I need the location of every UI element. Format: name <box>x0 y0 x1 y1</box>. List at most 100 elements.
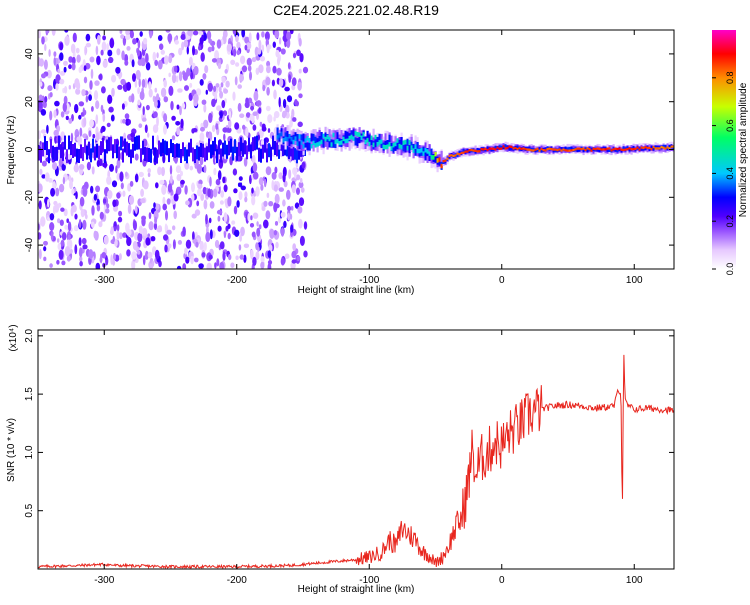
noise-speckle <box>80 208 85 218</box>
spectrogram-x-tick-label: -200 <box>227 275 247 286</box>
noise-speckle <box>160 87 167 98</box>
noise-speckle <box>83 109 87 116</box>
noise-speckle <box>291 184 296 194</box>
snr-y-multiplier: (x10⁴) <box>8 324 19 351</box>
noise-speckle <box>259 55 266 62</box>
signal-track-cell <box>288 137 291 146</box>
noise-speckle <box>201 99 207 105</box>
signal-track-cell <box>616 148 619 153</box>
noise-speckle <box>276 67 282 76</box>
noise-speckle <box>94 80 100 86</box>
signal-track-cell <box>464 150 467 153</box>
noise-speckle <box>272 41 276 48</box>
noise-speckle <box>222 176 226 184</box>
noise-speckle <box>252 212 259 219</box>
noise-speckle <box>190 255 194 265</box>
noise-speckle <box>280 211 286 218</box>
signal-track-cell <box>642 146 645 150</box>
noise-speckle <box>249 223 255 228</box>
noise-speckle <box>111 87 115 97</box>
noise-speckle <box>164 55 169 65</box>
signal-track-cell <box>444 159 447 162</box>
signal-band-cell <box>218 140 220 155</box>
signal-track-cell <box>534 148 537 151</box>
noise-speckle <box>147 172 151 178</box>
signal-track-cell <box>584 148 587 152</box>
noise-speckle <box>253 90 259 102</box>
signal-band-cell <box>204 147 206 162</box>
signal-track-cell <box>426 149 429 154</box>
signal-track-cell <box>566 147 569 152</box>
signal-band-cell <box>122 148 124 163</box>
noise-speckle <box>47 85 53 92</box>
noise-speckle <box>261 206 266 212</box>
noise-speckle <box>143 37 148 45</box>
signal-track-cell <box>394 142 397 151</box>
noise-speckle <box>232 168 238 176</box>
noise-speckle <box>219 111 223 119</box>
signal-track-cell <box>650 145 653 150</box>
noise-speckle <box>219 200 224 205</box>
snr-y-tick-label: 0.5 <box>24 503 35 517</box>
noise-speckle <box>154 87 158 93</box>
noise-speckle <box>154 249 160 260</box>
noise-speckle <box>256 32 260 41</box>
signal-track-cell <box>320 139 323 145</box>
noise-speckle <box>64 86 68 94</box>
signal-track-cell <box>494 148 497 151</box>
noise-speckle <box>120 34 125 39</box>
noise-speckle <box>53 109 57 118</box>
signal-track-cell <box>306 136 309 141</box>
noise-speckle <box>176 174 182 182</box>
signal-track-cell <box>572 148 575 152</box>
signal-track-cell <box>624 148 627 151</box>
noise-speckle <box>68 175 72 182</box>
noise-speckle <box>150 236 156 242</box>
signal-track-cell <box>478 150 481 153</box>
signal-track-cell <box>646 146 649 150</box>
noise-speckle <box>68 117 73 124</box>
noise-speckle <box>264 31 270 41</box>
noise-speckle <box>102 35 106 41</box>
signal-band-cell <box>136 135 138 150</box>
signal-band-cell <box>158 140 160 155</box>
noise-speckle <box>70 132 74 143</box>
noise-speckle <box>59 219 64 226</box>
signal-band-cell <box>274 141 276 155</box>
noise-speckle <box>297 121 303 128</box>
noise-speckle <box>177 240 182 245</box>
noise-speckle <box>40 129 47 134</box>
signal-band-cell <box>86 145 88 160</box>
signal-track-cell <box>286 131 289 140</box>
noise-speckle <box>299 53 304 63</box>
noise-speckle <box>127 204 132 214</box>
noise-speckle <box>182 226 186 237</box>
noise-speckle <box>38 232 42 240</box>
noise-speckle <box>288 169 292 180</box>
noise-speckle <box>261 126 267 132</box>
signal-band-cell <box>292 146 294 161</box>
noise-speckle <box>40 109 47 116</box>
noise-speckle <box>235 35 239 43</box>
signal-track-cell <box>564 149 567 152</box>
noise-speckle <box>287 212 291 221</box>
noise-speckle <box>136 49 141 57</box>
noise-speckle <box>282 173 286 183</box>
signal-track-cell <box>582 148 585 153</box>
noise-speckle <box>196 200 200 207</box>
noise-speckle <box>90 68 94 79</box>
noise-speckle <box>41 160 47 167</box>
signal-track-cell <box>628 147 631 152</box>
signal-band-cell <box>178 143 180 158</box>
signal-track-cell <box>640 146 643 149</box>
noise-speckle <box>180 179 185 185</box>
noise-speckle <box>38 94 43 100</box>
noise-speckle <box>102 162 108 168</box>
noise-speckle <box>273 184 278 192</box>
noise-speckle <box>82 244 88 250</box>
noise-speckle <box>132 73 136 82</box>
noise-speckle <box>282 199 286 207</box>
noise-speckle <box>223 184 228 193</box>
signal-band-cell <box>82 147 84 161</box>
signal-track-cell <box>420 148 423 153</box>
